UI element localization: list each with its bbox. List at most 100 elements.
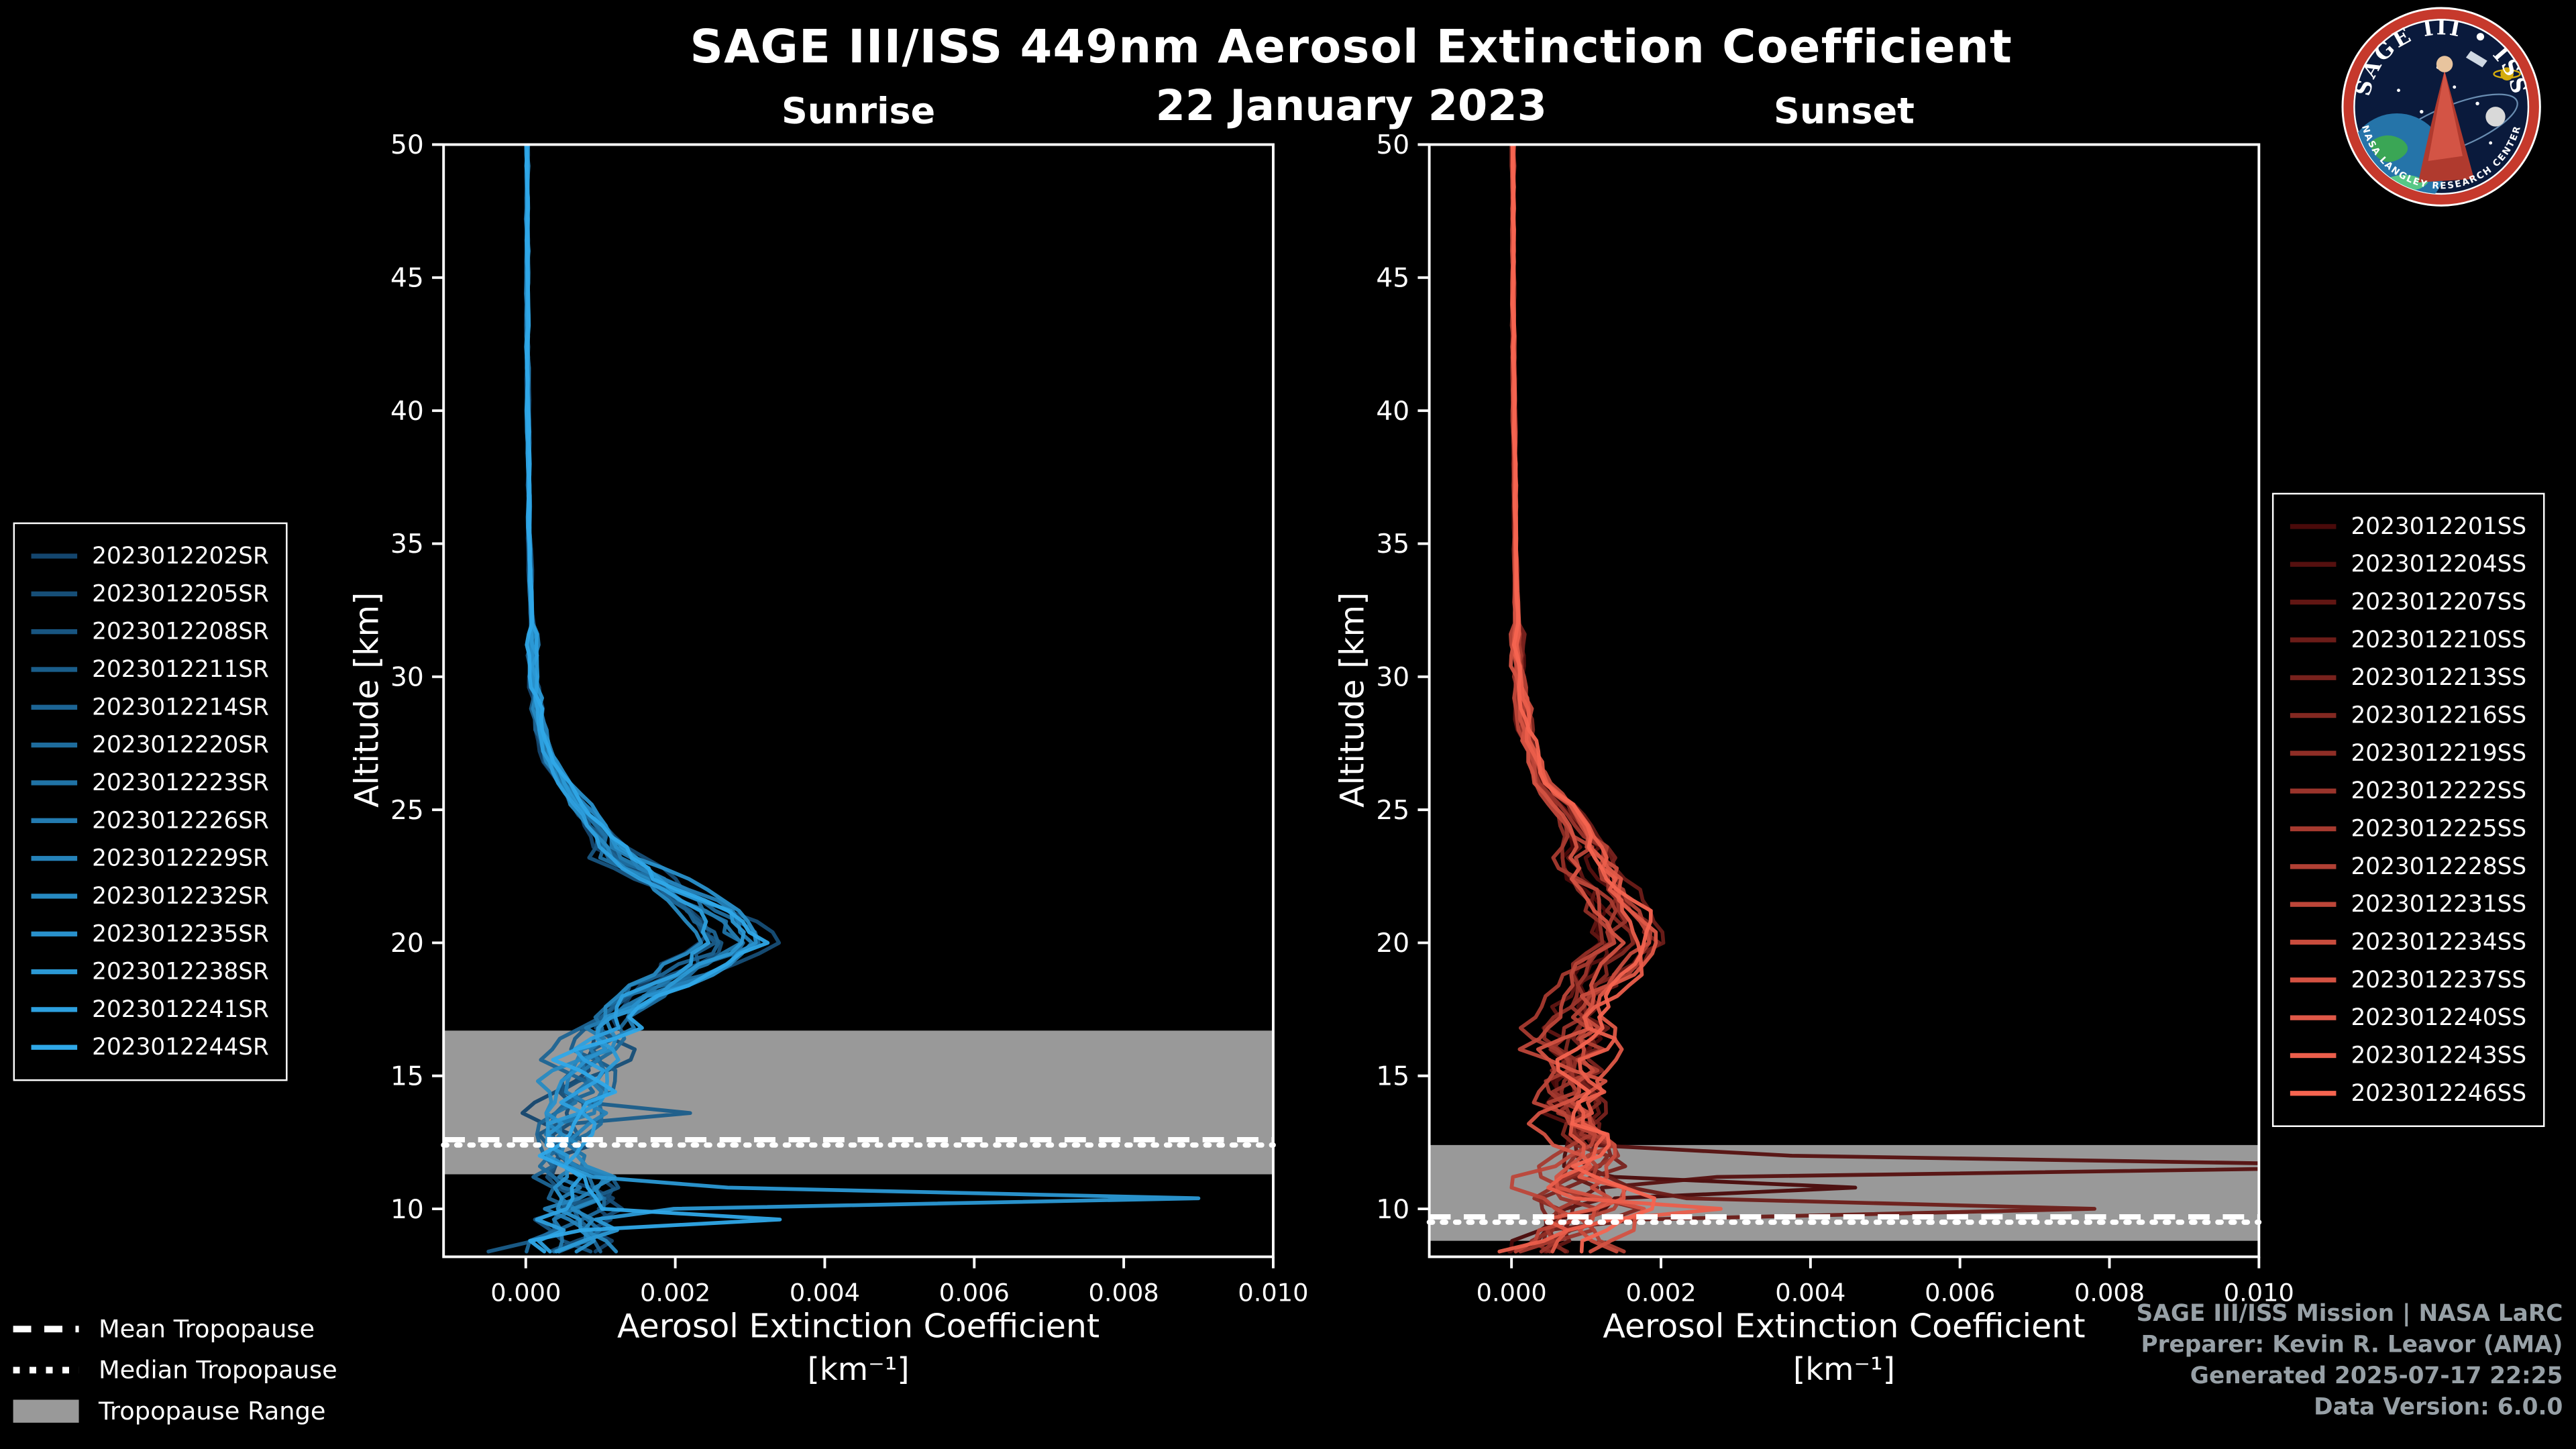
legend-line-swatch xyxy=(2290,864,2337,869)
legend-item: 2023012235SR xyxy=(31,915,269,953)
x-tick-label: 0.008 xyxy=(2074,1279,2145,1307)
legend-item: 2023012229SR xyxy=(31,839,269,877)
legend-line-swatch xyxy=(2290,1053,2337,1059)
median-tropopause-line-swatch xyxy=(13,1366,79,1373)
credit-line: Generated 2025-07-17 22:25 xyxy=(2190,1363,2563,1390)
y-tick-label: 10 xyxy=(1376,1195,1409,1225)
legend-series-label: 2023012220SR xyxy=(92,732,269,759)
y-tick-label: 30 xyxy=(1376,663,1409,693)
profile-line-2023012213SS xyxy=(1510,144,1662,1254)
legend-item: 2023012222SS xyxy=(2290,772,2526,810)
mean-tropopause-line-swatch xyxy=(13,1325,79,1332)
legend-series-label: 2023012210SS xyxy=(2351,627,2527,653)
legend-line-swatch xyxy=(2290,524,2337,529)
sunrise-profile-plot: 10 15 20 25 30 35 40 45 50 0.000 0.002 0.004 0.006 0.… xyxy=(312,130,1330,1318)
robed-figure-highlight xyxy=(2428,70,2463,162)
legend-line-swatch xyxy=(31,667,78,672)
sunset-x-axis-unit: [km⁻¹] xyxy=(1793,1352,1895,1389)
legend-series-label: 2023012214SR xyxy=(92,694,269,720)
credit-line: SAGE III/ISS Mission | NASA LaRC xyxy=(2136,1301,2563,1328)
x-tick-label: 0.008 xyxy=(1089,1279,1159,1307)
credit-line: Data Version: 6.0.0 xyxy=(2314,1395,2563,1421)
sunrise-x-axis-label: Aerosol Extinction Coefficient xyxy=(617,1305,1100,1346)
legend-series-label: 2023012235SR xyxy=(92,920,269,947)
legend-series-label: 2023012216SS xyxy=(2351,702,2527,729)
sage-iii-iss-logo: SAGE III • ISS NASA LANGLEY RESEARCH CEN… xyxy=(2341,7,2541,207)
legend-line-swatch xyxy=(31,894,78,899)
sunrise-x-axis-unit: [km⁻¹] xyxy=(807,1352,910,1389)
legend-series-label: 2023012240SS xyxy=(2351,1004,2527,1031)
legend-series-label: 2023012219SS xyxy=(2351,740,2527,767)
legend-line-swatch xyxy=(31,855,78,861)
x-tick-label: 0.000 xyxy=(490,1279,561,1307)
y-tick-label: 15 xyxy=(390,1061,424,1091)
y-tick-label: 45 xyxy=(1376,264,1409,294)
legend-line-swatch xyxy=(31,969,78,975)
legend-item: 2023012241SR xyxy=(31,991,269,1028)
y-tick-label: 20 xyxy=(1376,928,1409,959)
legend-series-label: 2023012238SR xyxy=(92,958,269,985)
legend-series-label: 2023012213SS xyxy=(2351,664,2527,691)
legend-item: 2023012210SS xyxy=(2290,621,2526,659)
legend-item: 2023012240SS xyxy=(2290,999,2526,1036)
legend-line-swatch xyxy=(31,553,78,559)
profile-line-2023012246SS xyxy=(1510,144,1656,1254)
legend-series-label: 2023012208SR xyxy=(92,619,269,645)
profile-line-2023012204SS xyxy=(1507,144,2259,1254)
legend-line-swatch xyxy=(31,818,78,823)
legend-item: 2023012219SS xyxy=(2290,735,2526,772)
y-tick-label: 40 xyxy=(390,396,424,427)
legend-series-label: 2023012232SR xyxy=(92,883,269,910)
figure-date: 22 January 2023 xyxy=(1155,82,1547,131)
legend-line-swatch xyxy=(2290,712,2337,718)
moon xyxy=(2485,107,2506,127)
x-tick-label: 0.004 xyxy=(1775,1279,1845,1307)
legend-item: 2023012214SR xyxy=(31,688,269,726)
legend-line-swatch xyxy=(2290,977,2337,983)
x-tick-label: 0.006 xyxy=(1925,1279,1995,1307)
legend-series-label: 2023012234SS xyxy=(2351,928,2527,956)
legend-line-swatch xyxy=(2290,1015,2337,1020)
legend-item: 2023012205SR xyxy=(31,575,269,612)
y-tick-label: 35 xyxy=(390,529,424,559)
y-tick-label: 20 xyxy=(390,928,424,959)
x-tick-label: 0.004 xyxy=(790,1279,860,1307)
legend-line-swatch xyxy=(2290,637,2337,643)
legend-item: 2023012211SR xyxy=(31,651,269,688)
legend-line-swatch xyxy=(31,1007,78,1012)
credits-block: SAGE III/ISS Mission | NASA LaRC Prepare… xyxy=(2137,1299,2563,1424)
y-tick-label: 45 xyxy=(390,264,424,294)
legend-item: 2023012223SR xyxy=(31,764,269,802)
y-tick-label: 35 xyxy=(1376,529,1409,559)
sunset-profile-plot: 10 15 20 25 30 35 40 45 50 0.000 0.002 0.004 0.006 0.… xyxy=(1298,130,2316,1318)
y-tick-label: 25 xyxy=(390,796,424,826)
legend-item: 2023012226SR xyxy=(31,802,269,839)
legend-label: Tropopause Range xyxy=(98,1395,326,1426)
legend-series-label: 2023012202SR xyxy=(92,543,269,570)
legend-item: 2023012231SS xyxy=(2290,885,2526,923)
earth-land xyxy=(2369,135,2408,162)
legend-series-label: 2023012228SS xyxy=(2351,853,2527,880)
x-tick-label: 0.002 xyxy=(1625,1279,1696,1307)
legend-line-swatch xyxy=(31,742,78,748)
legend-line-swatch xyxy=(31,629,78,635)
earth-land xyxy=(2385,174,2428,190)
legend-line-swatch xyxy=(2290,599,2337,605)
legend-label: Mean Tropopause xyxy=(98,1313,315,1344)
legend-item: 2023012207SS xyxy=(2290,583,2526,621)
iss-satellite xyxy=(2465,50,2487,68)
sunset-legend: 2023012201SS 2023012204SS 2023012207SS 2023… xyxy=(2271,492,2545,1128)
legend-item: 2023012237SS xyxy=(2290,961,2526,999)
y-tick-label: 10 xyxy=(390,1195,424,1225)
legend-series-label: 2023012231SS xyxy=(2351,891,2527,918)
legend-series-label: 2023012225SS xyxy=(2351,815,2527,843)
legend-series-label: 2023012246SS xyxy=(2351,1080,2527,1107)
x-tick-label: 0.002 xyxy=(640,1279,710,1307)
legend-item: 2023012213SS xyxy=(2290,659,2526,696)
legend-line-swatch xyxy=(2290,939,2337,945)
sunrise-panel-title: Sunrise xyxy=(781,92,936,133)
sunset-axes: 10 15 20 25 30 35 40 45 50 0.000 0.002 0.004 0.006 0.… xyxy=(1376,130,2294,1307)
profile-line-2023012243SS xyxy=(1497,144,1723,1254)
legend-series-label: 2023012243SS xyxy=(2351,1042,2527,1069)
